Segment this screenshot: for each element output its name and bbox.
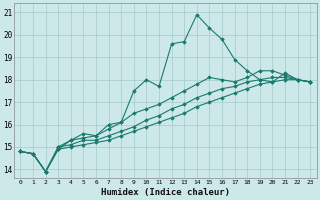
X-axis label: Humidex (Indice chaleur): Humidex (Indice chaleur) [101, 188, 230, 197]
